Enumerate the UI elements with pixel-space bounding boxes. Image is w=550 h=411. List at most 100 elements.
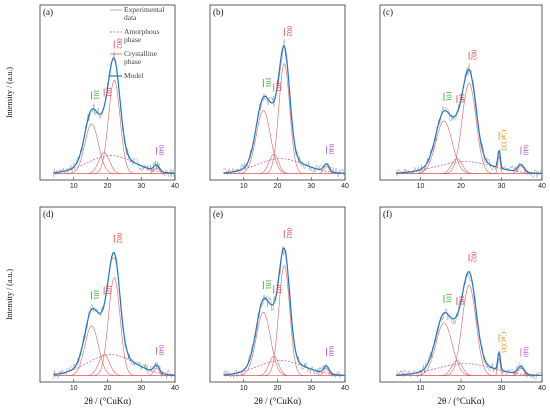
peak-10-1-label: 10̄1: [105, 285, 113, 296]
peak-10-1-label: 10̄1: [274, 81, 282, 92]
x-axis-label: 2θ / (°CuKα): [254, 396, 301, 406]
legend-amorphous-line1: Amorphous: [124, 27, 159, 36]
legend-model: Model: [124, 71, 144, 80]
legend-amorphous-line2: phase: [124, 35, 142, 44]
amorphous-phase-line: [223, 360, 346, 376]
peak-10-1-label: 10̄1: [457, 93, 465, 104]
experimental-data-line: [395, 63, 543, 179]
x-tick-label: 20: [457, 385, 465, 392]
crystalline-peak-3: [223, 165, 345, 174]
crystalline-peak-2: [53, 79, 175, 174]
x-tick-label: 10: [70, 183, 78, 190]
crystalline-peak-3: [53, 367, 175, 376]
x-axis-label: 2θ / (°CuKα): [84, 396, 131, 406]
panel-label: (d): [43, 209, 54, 219]
y-axis-label: Intensity / (a.u.): [5, 269, 14, 320]
crystalline-peak-2: [223, 62, 345, 174]
x-tick-label: 40: [538, 183, 546, 190]
peak-101-label: 101: [444, 91, 452, 102]
x-tick-label: 40: [171, 183, 179, 190]
peak-040-label: 040: [327, 144, 335, 155]
peak-002-label: 002: [470, 50, 478, 61]
peak-002-label: 002: [115, 233, 123, 244]
x-tick-label: 20: [274, 183, 282, 190]
peak-040-label: 040: [157, 145, 165, 156]
peak-101-label: 101: [92, 289, 100, 300]
x-tick-label: 10: [417, 385, 425, 392]
panel-f: 10 20 30 40 (f) 2θ / (°CuKα) 101 10̄1 002 CaCO3 04…: [379, 206, 546, 406]
peak-040-label: 040: [521, 144, 529, 155]
x-tick-label: 30: [137, 385, 145, 392]
panel-label: (b): [213, 7, 224, 17]
amorphous-phase-line: [53, 354, 175, 376]
amorphous-phase-line: [396, 363, 542, 376]
x-tick-label: 30: [307, 183, 315, 190]
x-tick-label: 10: [240, 183, 248, 190]
peak-002-label: 002: [285, 228, 293, 239]
crystalline-peak-0: [396, 322, 542, 376]
peak-002-label: 002: [115, 38, 123, 49]
peak-101-label: 101: [264, 77, 272, 88]
peak-040-label: 040: [327, 346, 335, 357]
plot-frame: [209, 206, 346, 383]
peak-002-label: 002: [470, 252, 478, 263]
crystalline-peak-2: [223, 264, 345, 376]
x-tick-label: 20: [104, 385, 112, 392]
crystalline-peak-2: [396, 284, 542, 376]
peak-101-label: 101: [92, 89, 100, 100]
crystalline-peak-0: [396, 120, 542, 174]
model-line: [396, 271, 542, 376]
amorphous-phase-line: [396, 161, 542, 174]
model-line: [53, 251, 175, 376]
panel-label: (f): [383, 209, 392, 219]
amorphous-phase-line: [223, 158, 346, 174]
peak-10-1-label: 10̄1: [105, 86, 113, 97]
x-tick-label: 20: [274, 385, 282, 392]
model-line: [223, 45, 346, 174]
legend-crystalline-line1: Crystalline: [124, 49, 158, 58]
experimental-data-line: [223, 38, 346, 178]
model-line: [396, 69, 542, 174]
crystalline-peak-4: [396, 367, 542, 376]
y-axis-label: Intensity / (a.u.): [5, 67, 14, 118]
x-tick-label: 40: [341, 385, 349, 392]
x-tick-label: 30: [137, 183, 145, 190]
plot-frame: [209, 4, 346, 181]
x-tick-label: 30: [498, 385, 506, 392]
experimental-data-line: [53, 51, 176, 178]
panel-d: 10 20 30 40 (d) Intensity / (a.u.) 2θ / (°CuKα…: [5, 206, 179, 406]
legend-crystalline-line2: phase: [124, 57, 142, 66]
peak-101-label: 101: [264, 279, 272, 290]
panel-a: 10 20 30 40 (a) Intensity / (a.u.) 101 10̄1 002 0…: [5, 4, 179, 190]
panel-c: 10 20 30 40 (c) 101 10̄1 002 CaCO3 040: [379, 4, 546, 190]
crystalline-peak-3: [53, 167, 175, 174]
panel-label: (e): [213, 209, 223, 219]
legend: ExperimentaldataAmorphousphaseCrystallin…: [110, 5, 164, 80]
peak-040-label: 040: [157, 345, 165, 356]
peak-caco3-label: CaCO3: [500, 130, 508, 152]
x-tick-label: 30: [498, 183, 506, 190]
peak-caco3-label: CaCO3: [500, 332, 508, 354]
model-line: [53, 57, 176, 174]
x-tick-label: 10: [417, 183, 425, 190]
x-tick-label: 40: [538, 385, 546, 392]
peak-10-1-label: 10̄1: [457, 295, 465, 306]
x-tick-label: 30: [307, 385, 315, 392]
panel-e: 10 20 30 40 (e) 2θ / (°CuKα) 101 10̄1 002 040: [209, 206, 349, 406]
x-tick-label: 20: [457, 183, 465, 190]
x-tick-label: 40: [341, 183, 349, 190]
legend-experimental-line2: data: [124, 13, 137, 22]
x-tick-label: 40: [171, 385, 179, 392]
experimental-data-line: [223, 246, 346, 379]
x-tick-label: 10: [240, 385, 248, 392]
legend-experimental-line1: Experimental: [124, 5, 164, 14]
peak-101-label: 101: [444, 293, 452, 304]
crystalline-peak-4: [396, 165, 542, 174]
peak-002-label: 002: [285, 26, 293, 37]
x-tick-label: 20: [104, 183, 112, 190]
amorphous-phase-line: [53, 155, 176, 174]
crystalline-peak-2: [396, 82, 542, 174]
model-line: [223, 247, 346, 376]
x-axis-label: 2θ / (°CuKα): [437, 396, 484, 406]
experimental-data-line: [53, 255, 176, 380]
